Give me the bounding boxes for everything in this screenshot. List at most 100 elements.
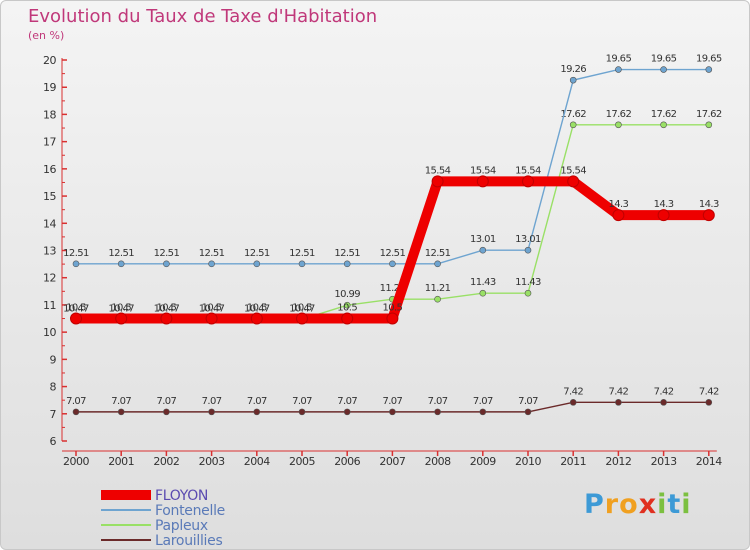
data-label: 17.62 [560,109,586,120]
x-tick-label: 2014 [696,455,722,468]
y-tick-label: 11 [43,299,56,312]
data-point [702,209,715,222]
data-point [479,246,487,254]
data-point [117,260,125,268]
data-label: 12.51 [380,248,406,259]
data-point [524,408,532,416]
data-point [250,312,263,325]
data-label: 12.51 [63,248,89,259]
x-tick-label: 2000 [63,455,89,468]
legend-label: Larouillies [155,533,222,549]
data-label: 14.3 [699,199,719,210]
y-tick-label: 17 [43,136,56,149]
proxiti-logo: Proxiti [584,489,692,520]
data-point [343,260,351,268]
data-point [569,121,577,129]
legend-item-floyon: FLOYON [101,488,208,504]
data-label: 7.07 [156,396,176,407]
legend-item-papleux: Papleux [101,518,208,534]
y-tick-label: 12 [43,272,56,285]
series-fontenelle: 12.51 12.51 12.51 12.51 12.51 12.51 12.51 12.51… [63,54,722,268]
data-point [389,260,396,268]
data-label: 12.51 [108,248,134,259]
data-label: 7.07 [518,396,538,407]
data-label: 11.21 [425,283,451,294]
data-point [569,76,577,84]
data-point [657,209,670,222]
data-label: 7.07 [202,396,222,407]
data-point [569,399,577,406]
y-tick-label: 9 [50,353,57,366]
logo-letter: x [638,489,658,520]
data-point [160,312,173,325]
data-label: 14.3 [608,199,628,210]
data-label: 15.54 [560,165,586,176]
data-label: 10.47 [244,303,270,314]
data-point [615,399,622,406]
data-label: 14.3 [654,199,674,210]
data-label: 7.07 [292,396,312,407]
data-label: 11.43 [515,277,541,288]
data-point [434,408,441,416]
data-point [253,408,261,416]
data-point [341,312,354,325]
data-point [343,408,351,416]
data-point [479,289,487,297]
y-tick-label: 13 [43,245,56,258]
legend-label: Fontenelle [155,503,225,519]
x-tick-label: 2004 [244,455,270,468]
data-label: 10.5 [156,303,176,314]
data-label: 12.51 [244,248,270,259]
data-label: 7.07 [66,396,86,407]
x-tick-label: 2005 [289,455,315,468]
data-label: 19.65 [696,54,722,65]
x-tick-label: 2012 [605,455,631,468]
y-tick-label: 6 [50,435,57,448]
data-point [660,399,667,406]
data-label: 10.47 [199,303,225,314]
y-tick-label: 7 [50,408,57,421]
data-point [615,121,622,129]
data-point [660,121,667,129]
data-label: 7.07 [428,396,448,407]
data-label: 10.99 [334,289,360,300]
data-point [70,312,82,325]
y-tick-label: 18 [43,108,56,121]
data-point [253,260,261,268]
logo-letter: P [584,489,605,520]
data-point [705,121,713,129]
data-point [567,175,580,188]
x-tick-label: 2007 [379,455,405,468]
x-tick-label: 2002 [153,455,179,468]
data-label: 10.5 [337,303,357,314]
data-point [298,408,306,416]
data-label: 7.42 [699,386,719,397]
data-point [296,312,308,325]
data-point [434,295,441,303]
x-tick-label: 2009 [470,455,496,468]
y-tick-label: 20 [43,54,56,67]
data-point [524,289,532,297]
data-label: 15.54 [425,165,451,176]
logo-letter: o [619,489,639,520]
x-tick-label: 2013 [651,455,677,468]
data-label: 7.07 [111,396,131,407]
logo-letter: t [667,489,682,520]
data-label: 17.62 [696,109,722,120]
y-tick-label: 8 [50,381,57,394]
data-label: 19.26 [560,64,586,75]
data-label: 7.07 [247,396,267,407]
data-point [389,408,396,416]
data-label: 7.07 [473,396,493,407]
data-point [208,260,215,268]
data-point [476,175,489,188]
data-label: 10.5 [247,303,267,314]
data-point [208,408,215,416]
data-label: 11.21 [380,283,406,294]
data-label: 17.62 [606,109,632,120]
data-label: 10.5 [66,303,86,314]
y-tick-label: 16 [43,163,56,176]
data-point [117,408,125,416]
chart-title: Evolution du Taux de Taxe d'Habitation [28,6,378,27]
